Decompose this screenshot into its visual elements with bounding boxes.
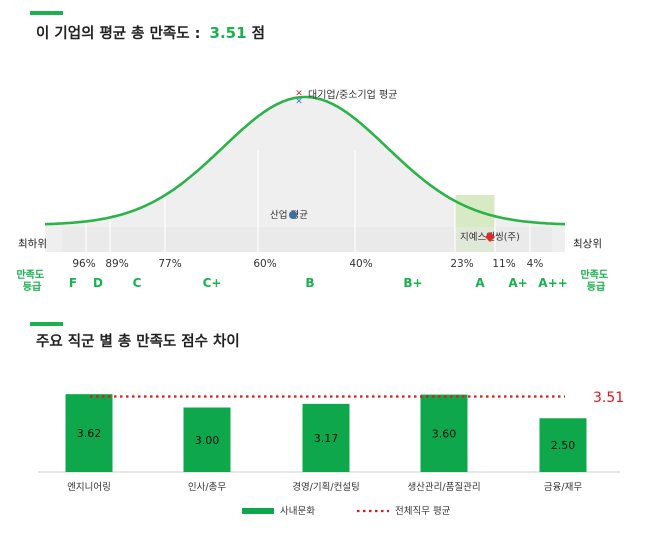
bar bbox=[183, 407, 231, 472]
company-score: 3.51 bbox=[209, 24, 247, 42]
section1-title: 이 기업의 평균 총 만족도 : bbox=[36, 26, 201, 42]
section1-accent-bar bbox=[30, 11, 63, 15]
bar-value-label: 3.17 bbox=[314, 432, 339, 445]
grade-label: C+ bbox=[203, 276, 222, 290]
bar bbox=[420, 394, 468, 472]
grade-label: A++ bbox=[538, 276, 567, 290]
industry-avg-marker: 산업 평균 bbox=[270, 209, 308, 221]
category-label: 인사/총무 bbox=[188, 482, 226, 493]
percentile-label: 89% bbox=[105, 258, 128, 270]
section2-accent-bar bbox=[30, 322, 63, 326]
bar bbox=[65, 394, 113, 472]
company-diamond-icon bbox=[485, 232, 495, 242]
legend-label-line: 전체직무 평균 bbox=[395, 506, 451, 517]
bars: 3.62 3.00 3.17 3.60 2.50 bbox=[65, 394, 587, 472]
percentile-label: 96% bbox=[72, 258, 95, 270]
category-label: 생산관리/품질관리 bbox=[407, 481, 480, 493]
percentile-label: 23% bbox=[450, 258, 473, 270]
grade-label: A+ bbox=[508, 276, 527, 290]
score-unit: 점 bbox=[251, 26, 265, 42]
distribution-curve-fill bbox=[45, 97, 565, 252]
percentile-label: 40% bbox=[349, 258, 372, 270]
percentile-label: 11% bbox=[492, 258, 515, 270]
legend-swatch-bar bbox=[242, 508, 274, 514]
category-label: 금융/재무 bbox=[544, 482, 582, 493]
percentile-labels: 96% 89% 77% 60% 40% 23% 11% 4% bbox=[72, 258, 543, 270]
company-marker: 지예스앤씽(주) bbox=[460, 232, 520, 243]
section1-title-row: 이 기업의 평균 총 만족도 : 3.51 점 bbox=[36, 22, 265, 43]
grade-row-label-left-line1: 만족도 bbox=[16, 268, 44, 281]
grade-label: B+ bbox=[403, 276, 422, 290]
section2-title: 주요 직군 별 총 만족도 점수 차이 bbox=[36, 334, 240, 350]
grade-label: F bbox=[69, 276, 77, 290]
large-small-avg-marker: ✕ ✕ 대기업/중소기업 평균 bbox=[295, 88, 397, 107]
grade-label: C bbox=[133, 276, 142, 290]
distribution-chart: ✕ ✕ 대기업/중소기업 평균 산업 평균 지예스앤씽(주) 최하위 최상위 9… bbox=[16, 88, 611, 293]
bar-value-label: 3.00 bbox=[195, 434, 220, 447]
grade-label: D bbox=[93, 276, 103, 290]
bar bbox=[539, 418, 587, 472]
grade-dividers bbox=[85, 150, 531, 252]
percentile-label: 77% bbox=[158, 258, 181, 270]
bar bbox=[302, 403, 350, 472]
grade-label: B bbox=[305, 276, 314, 290]
x-mark-icon: ✕ bbox=[295, 97, 303, 107]
grade-label: A bbox=[475, 276, 485, 290]
distribution-curve-line bbox=[44, 95, 566, 226]
industry-avg-dot bbox=[289, 211, 297, 219]
job-bar-chart: 3.62 3.00 3.17 3.60 2.50 3.51 엔지니어링 인사/총무 경영/기… bbox=[38, 390, 624, 517]
percentile-label: 60% bbox=[253, 258, 276, 270]
category-label: 경영/기획/컨설팅 bbox=[292, 481, 360, 493]
highest-label: 최상위 bbox=[573, 237, 602, 250]
average-value-label: 3.51 bbox=[593, 390, 624, 406]
grade-labels: F D C C+ B B+ A A+ A++ bbox=[69, 276, 568, 290]
x-mark-icon: ✕ bbox=[295, 89, 303, 99]
grade-row-label-right-line2: 등급 bbox=[587, 281, 605, 293]
legend-label-bar: 사내문화 bbox=[280, 506, 315, 517]
grade-row-label-left: 만족도 등급 bbox=[16, 268, 47, 293]
bar-value-label: 2.50 bbox=[551, 439, 576, 452]
grade-row-label-right-line1: 만족도 bbox=[580, 268, 608, 281]
bar-value-label: 3.60 bbox=[432, 427, 457, 440]
category-labels: 엔지니어링 인사/총무 경영/기획/컨설팅 생산관리/품질관리 금융/재무 bbox=[67, 481, 582, 493]
percentile-label: 4% bbox=[527, 258, 544, 270]
large-small-avg-label: 대기업/중소기업 평균 bbox=[308, 88, 397, 101]
category-label: 엔지니어링 bbox=[67, 481, 111, 493]
lowest-label: 최하위 bbox=[18, 237, 47, 250]
grade-row-label-left-line2: 등급 bbox=[23, 281, 41, 293]
bar-value-label: 3.62 bbox=[77, 427, 102, 440]
legend: 사내문화 전체직무 평균 bbox=[242, 506, 451, 517]
grade-axis-band bbox=[62, 227, 552, 252]
grade-row-label-right: 만족도 등급 bbox=[580, 268, 611, 293]
